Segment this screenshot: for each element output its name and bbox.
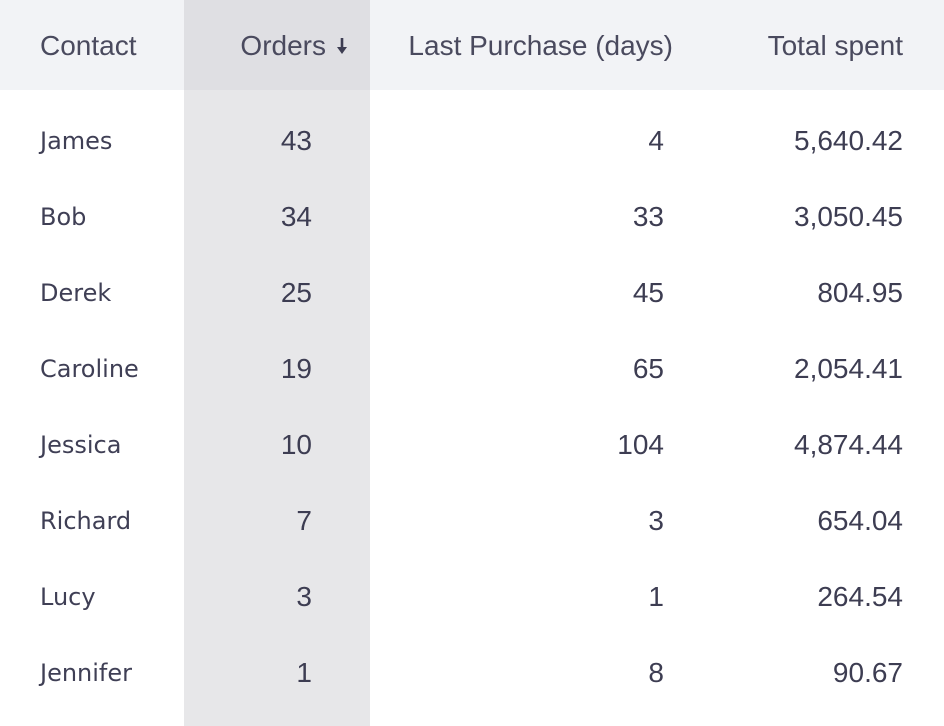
table-row: Bob 34 33 3,050.45 xyxy=(0,179,944,255)
arrow-down-icon xyxy=(336,1,348,54)
cell-last-purchase: 45 xyxy=(632,277,664,308)
cell-orders: 10 xyxy=(280,429,312,460)
cell-contact: Jennifer xyxy=(40,659,133,687)
cell-total-spent: 3,050.45 xyxy=(794,201,903,232)
cell-total-spent: 4,874.44 xyxy=(794,429,903,460)
cell-total-spent: 5,640.42 xyxy=(794,125,903,156)
cell-total-spent: 264.54 xyxy=(817,581,903,612)
cell-contact: Lucy xyxy=(40,583,96,611)
cell-orders: 43 xyxy=(280,125,312,156)
cell-last-purchase: 3 xyxy=(648,505,664,536)
cell-last-purchase: 104 xyxy=(617,429,664,460)
table-row: Lucy 3 1 264.54 xyxy=(0,559,944,635)
column-header-total-spent[interactable]: Total spent xyxy=(700,0,903,90)
cell-contact: Richard xyxy=(40,507,132,535)
cell-orders: 34 xyxy=(280,201,312,232)
cell-contact: Caroline xyxy=(40,355,139,383)
cell-contact: Derek xyxy=(40,279,112,307)
cell-total-spent: 654.04 xyxy=(817,505,903,536)
column-header-orders-label: Orders xyxy=(240,30,326,61)
cell-contact: James xyxy=(40,127,113,155)
table-row: Jessica 10 104 4,874.44 xyxy=(0,407,944,483)
cell-orders: 1 xyxy=(296,657,312,688)
cell-orders: 3 xyxy=(296,581,312,612)
cell-total-spent: 804.95 xyxy=(817,277,903,308)
cell-last-purchase: 4 xyxy=(648,125,664,156)
cell-orders: 7 xyxy=(296,505,312,536)
cell-orders: 25 xyxy=(280,277,312,308)
cell-last-purchase: 1 xyxy=(648,581,664,612)
column-header-last-purchase-label: Last Purchase (days) xyxy=(408,30,673,61)
cell-contact: Bob xyxy=(40,203,87,231)
cell-total-spent: 2,054.41 xyxy=(794,353,903,384)
cell-last-purchase: 65 xyxy=(632,353,664,384)
sorted-header-highlight xyxy=(184,0,370,90)
table-row: Caroline 19 65 2,054.41 xyxy=(0,331,944,407)
cell-last-purchase: 33 xyxy=(632,201,664,232)
sorted-column-highlight xyxy=(184,0,370,726)
column-header-contact[interactable]: Contact xyxy=(40,0,137,90)
table-row: Derek 25 45 804.95 xyxy=(0,255,944,331)
cell-total-spent: 90.67 xyxy=(832,657,903,688)
table-row: James 43 4 5,640.42 xyxy=(0,103,944,179)
column-header-last-purchase[interactable]: Last Purchase (days) xyxy=(380,0,673,90)
column-header-contact-label: Contact xyxy=(40,30,137,61)
cell-orders: 19 xyxy=(280,353,312,384)
column-header-total-spent-label: Total spent xyxy=(767,30,903,61)
column-header-orders[interactable]: Orders xyxy=(184,0,348,90)
table-row: Jennifer 1 8 90.67 xyxy=(0,635,944,711)
cell-contact: Jessica xyxy=(40,431,122,459)
table-header: Contact Orders Last Purchase (days) Tota… xyxy=(0,0,944,90)
table-row: Richard 7 3 654.04 xyxy=(0,483,944,559)
cell-last-purchase: 8 xyxy=(648,657,664,688)
